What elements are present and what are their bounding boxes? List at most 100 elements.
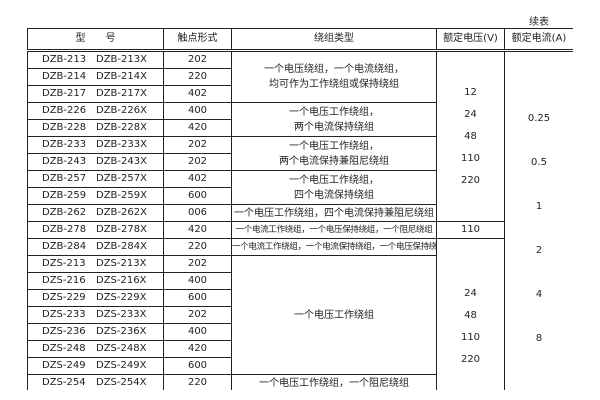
contact-cell: 202: [163, 136, 232, 154]
table-row: DZS-248 DZS-248X 420: [27, 340, 574, 358]
model-standard: DZS-254: [42, 377, 86, 388]
model-x: DZB-233X: [96, 139, 147, 150]
model-x: DZS-229X: [96, 292, 147, 303]
winding-line: 一个电压工作绕组: [294, 309, 374, 321]
model-standard: DZB-226: [42, 105, 87, 116]
model-standard: DZS-249: [42, 360, 86, 371]
header-row: 型 号 触点形式 绕组类型 额定电压(V) 额定电流(A): [27, 28, 573, 52]
model-standard: DZS-248: [42, 343, 86, 354]
contact-cell: 400: [163, 272, 232, 290]
voltage-value: 110: [460, 224, 481, 235]
winding-line: 两个电流保持绕组: [294, 121, 374, 133]
spec-table-wrapper: 型 号 触点形式 绕组类型 额定电压(V) 额定电流(A) DZB-213 DZB…: [27, 28, 573, 390]
header-contact: 触点形式: [163, 28, 232, 52]
voltage-value: 220: [460, 174, 481, 186]
table-row: DZS-236 DZS-236X 400: [27, 323, 574, 341]
model-cell: DZS-249 DZS-249X: [27, 357, 164, 375]
contact-cell: 400: [163, 323, 232, 341]
model-cell: DZB-233 DZB-233X: [27, 136, 164, 154]
winding-line: 一个电压工作绕组，一个阻尼绕组: [259, 377, 409, 389]
table-row: DZS-233 DZS-233X 202: [27, 306, 574, 324]
voltage-value: 110: [460, 332, 481, 343]
table-row: DZB-278 DZB-278X 420 一个电流工作绕组，一个电压保持绕组，一个阻尼…: [27, 221, 574, 239]
model-standard: DZS-216: [42, 275, 86, 286]
winding-cell: 一个电压工作绕组， 两个电流保持绕组: [231, 102, 437, 137]
current-value: 0.25: [527, 113, 551, 124]
model-x: DZS-249X: [96, 360, 147, 371]
model-x: DZB-257X: [96, 173, 147, 184]
model-x: DZB-284X: [96, 241, 147, 252]
model-cell: DZS-248 DZS-248X: [27, 340, 164, 358]
model-x: DZB-228X: [96, 122, 147, 133]
table-row: DZB-213 DZB-213X 202 一个电压绕组，一个电流绕组， 均可作为工作绕组…: [27, 50, 573, 390]
voltage-value: 48: [464, 130, 477, 142]
model-cell: DZB-278 DZB-278X: [27, 221, 164, 239]
table-row: DZS-254 DZS-254X 220 一个电压工作绕组，一个阻尼绕组: [27, 374, 574, 390]
model-cell: DZB-214 DZB-214X: [27, 68, 164, 86]
model-standard: DZB-257: [42, 173, 87, 184]
model-standard: DZS-229: [42, 292, 86, 303]
contact-cell: 600: [163, 187, 232, 205]
model-standard: DZB-243: [42, 156, 87, 167]
model-x: DZB-262X: [96, 207, 147, 218]
winding-cell: 一个电流工作绕组，一个电流保持绕组，一个电压保持绕组: [231, 238, 437, 256]
winding-line: 两个电流保持兼阻尼绕组: [279, 155, 389, 167]
model-standard: DZB-233: [42, 139, 87, 150]
model-standard: DZB-214: [42, 71, 87, 82]
contact-cell: 220: [163, 68, 232, 86]
table-row: DZB-262 DZB-262X 006 一个电压工作绕组，四个电流保持兼阻尼绕组: [27, 204, 574, 222]
winding-line: 一个电压绕组，一个电流绕组，: [264, 64, 404, 75]
winding-cell: 一个电压工作绕组: [231, 255, 437, 375]
contact-cell: 202: [163, 255, 232, 273]
contact-cell: 220: [163, 374, 232, 390]
current-value: 8: [535, 333, 543, 344]
table-row: DZB-214 DZB-214X 220: [27, 68, 574, 86]
continued-label: 续表: [529, 17, 549, 28]
table-row: DZB-284 DZB-284X 220 一个电流工作绕组，一个电流保持绕组，一个电压…: [27, 238, 574, 390]
contact-cell: 220: [163, 238, 232, 256]
model-standard: DZB-217: [42, 88, 87, 99]
model-x: DZS-254X: [96, 377, 147, 388]
model-x: DZS-233X: [96, 309, 147, 320]
voltage-value: 12: [464, 86, 477, 98]
model-cell: DZB-217 DZB-217X: [27, 85, 164, 103]
table-row: DZS-213 DZS-213X 202 一个电压工作绕组: [27, 255, 574, 375]
winding-cell: 一个电压绕组，一个电流绕组， 均可作为工作绕组或保持绕组: [231, 50, 437, 103]
model-cell: DZS-229 DZS-229X: [27, 289, 164, 307]
model-standard: DZS-236: [42, 326, 86, 337]
model-cell: DZB-284 DZB-284X: [27, 238, 164, 256]
winding-line: 四个电流保持绕组: [294, 189, 374, 201]
model-x: DZS-248X: [96, 343, 147, 354]
model-cell: DZS-216 DZS-216X: [27, 272, 164, 290]
model-cell: DZB-243 DZB-243X: [27, 153, 164, 171]
model-standard: DZB-228: [42, 122, 87, 133]
contact-cell: 600: [163, 289, 232, 307]
current-value: 2: [535, 245, 543, 256]
model-cell: DZS-236 DZS-236X: [27, 323, 164, 341]
voltage-value: 220: [460, 354, 481, 365]
contact-cell: 600: [163, 357, 232, 375]
model-cell: DZB-259 DZB-259X: [27, 187, 164, 205]
model-x: DZB-226X: [96, 105, 147, 116]
model-cell: DZB-262 DZB-262X: [27, 204, 164, 222]
model-standard: DZS-233: [42, 309, 86, 320]
contact-cell: 420: [163, 119, 232, 137]
model-x: DZB-243X: [96, 156, 147, 167]
winding-line: 一个电压工作绕组，: [289, 140, 379, 152]
contact-cell: 420: [163, 340, 232, 358]
winding-line: 一个电压工作绕组，: [289, 174, 379, 186]
contact-cell: 006: [163, 204, 232, 222]
model-cell: DZB-257 DZB-257X: [27, 170, 164, 188]
model-standard: DZB-213: [42, 54, 87, 65]
model-cell: DZB-228 DZB-228X: [27, 119, 164, 137]
header-voltage: 额定电压(V): [436, 28, 505, 52]
model-standard: DZB-262: [42, 207, 87, 218]
model-x: DZB-214X: [96, 71, 147, 82]
voltage-cell: 110: [436, 221, 505, 239]
current-value: 4: [535, 289, 543, 300]
contact-cell: 420: [163, 221, 232, 239]
table-row: DZB-217 DZB-217X 402: [27, 85, 574, 103]
contact-cell: 400: [163, 102, 232, 120]
winding-line: 一个电压工作绕组，: [289, 106, 379, 118]
model-x: DZB-217X: [96, 88, 147, 99]
